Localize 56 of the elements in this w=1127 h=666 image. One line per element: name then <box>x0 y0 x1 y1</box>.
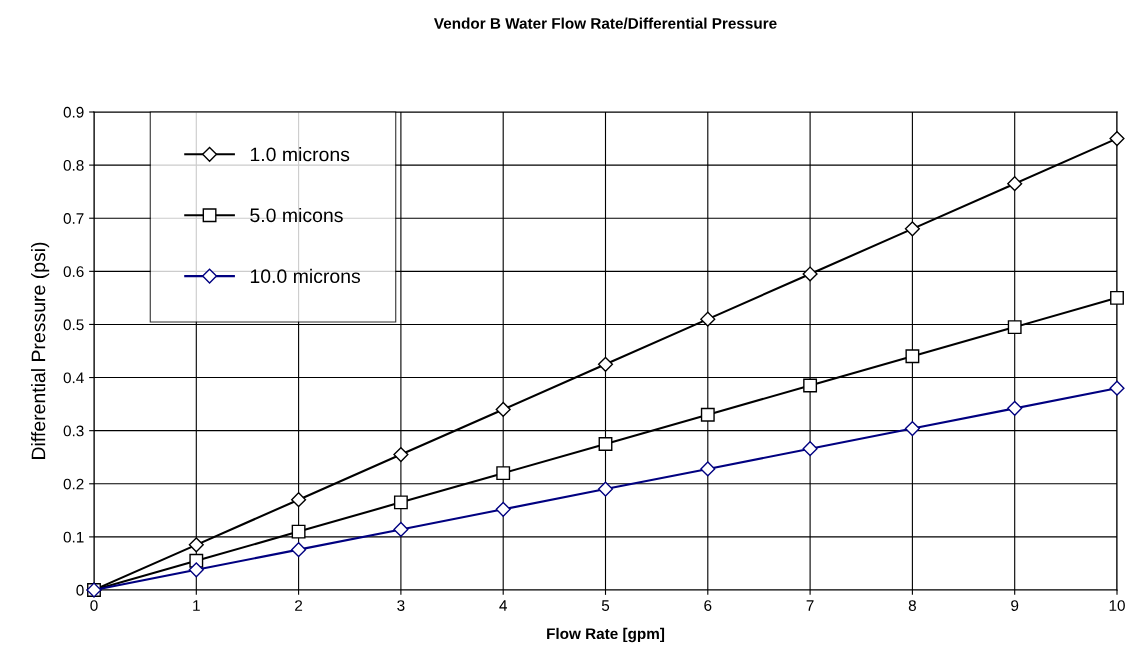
y-tick-label: 0.1 <box>63 531 84 543</box>
point <box>597 356 614 372</box>
point <box>393 495 408 510</box>
chart-title: Vendor B Water Flow Rate/Differential Pressure <box>433 17 777 29</box>
x-tick-label: 1 <box>193 600 200 611</box>
point <box>700 461 716 477</box>
x-axis-title: Flow Rate [gpm] <box>547 627 665 643</box>
y-axis-title: Differential Pressure (psi) <box>31 242 50 459</box>
point <box>700 311 716 327</box>
x-tick-label: 4 <box>499 600 507 611</box>
point <box>1109 380 1125 396</box>
x-tick-label: 0 <box>90 600 98 611</box>
point <box>496 466 511 481</box>
point <box>802 266 818 282</box>
x-tick-label: 2 <box>295 600 303 611</box>
y-tick-label: 0.7 <box>63 213 84 224</box>
point <box>904 420 920 437</box>
legend-label: 5.0 micons <box>250 207 343 223</box>
y-tick-label: 0.9 <box>63 106 84 118</box>
x-tick-label: 7 <box>806 600 814 611</box>
point <box>495 501 511 517</box>
y-tick-label: 0.5 <box>63 319 84 331</box>
point <box>393 446 409 463</box>
y-tick-label: 0.3 <box>63 425 84 437</box>
point <box>1109 130 1125 147</box>
point <box>188 537 204 553</box>
y-tick-label: 0.6 <box>63 266 84 278</box>
point <box>291 524 306 539</box>
point <box>904 221 920 237</box>
legend-label: 1.0 microns <box>250 147 350 162</box>
x-tick-label: 9 <box>1011 600 1019 611</box>
x-tick-label: 10 <box>1109 600 1125 611</box>
y-tick-label: 0 <box>76 584 84 596</box>
point <box>1007 176 1023 192</box>
point <box>598 436 613 451</box>
x-tick-label: 6 <box>704 600 712 611</box>
point <box>1110 290 1124 305</box>
y-tick-label: 0.2 <box>63 478 84 490</box>
x-tick-label: 8 <box>908 600 916 611</box>
point <box>393 521 409 538</box>
point <box>597 481 614 497</box>
point <box>188 562 204 578</box>
x-tick-label: 3 <box>397 600 405 611</box>
point <box>291 492 307 508</box>
y-tick-label: 0.4 <box>63 372 84 384</box>
y-tick-label: 0.8 <box>63 159 84 171</box>
point <box>495 401 511 417</box>
point <box>905 349 920 364</box>
point <box>700 407 715 422</box>
point <box>1007 400 1023 416</box>
point <box>803 378 818 393</box>
point <box>802 441 818 457</box>
x-tick-label: 5 <box>601 600 610 611</box>
point <box>1007 320 1022 335</box>
point <box>291 542 307 558</box>
legend-label: 10.0 microns <box>250 268 361 284</box>
